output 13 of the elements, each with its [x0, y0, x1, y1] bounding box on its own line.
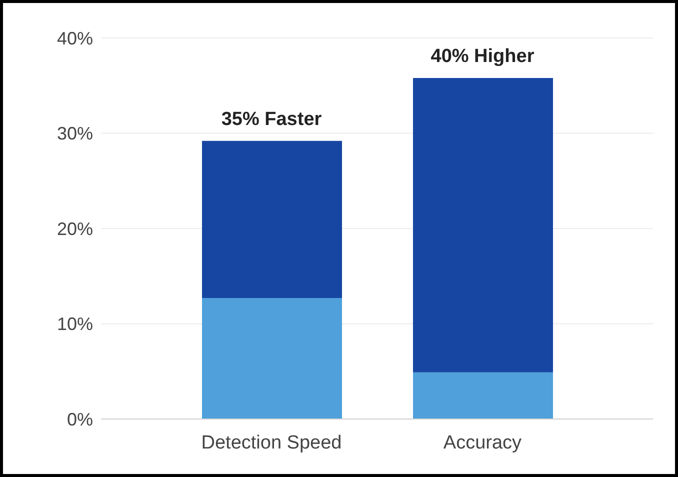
- x-tick-label: Detection Speed: [201, 432, 342, 454]
- y-tick-label: 20%: [56, 218, 93, 239]
- bar: [202, 140, 342, 298]
- bar: [413, 78, 553, 372]
- y-tick-label: 30%: [56, 124, 93, 144]
- y-tick-label: 40%: [56, 28, 93, 48]
- bar: [413, 372, 553, 419]
- y-tick-label: 10%: [56, 314, 93, 334]
- annotation: 35% Faster: [221, 108, 322, 130]
- x-tick-label: Accuracy: [443, 432, 522, 454]
- y-tick-label: 0%: [66, 409, 93, 430]
- bar: [202, 298, 342, 419]
- annotation: 40% Higher: [430, 46, 535, 68]
